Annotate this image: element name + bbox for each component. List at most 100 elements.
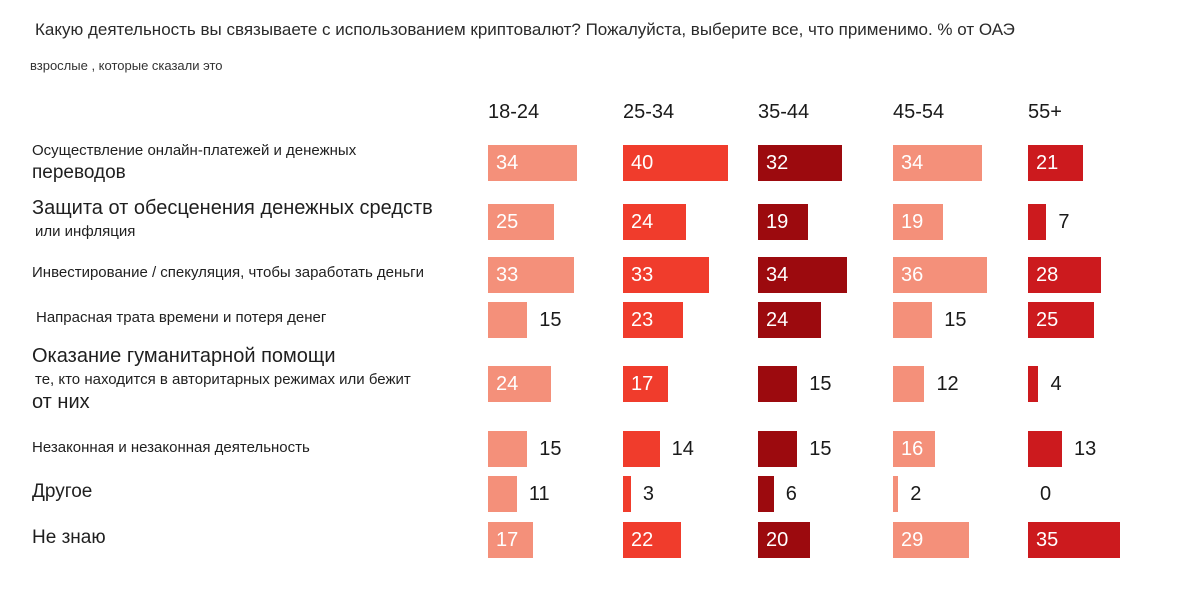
data-bar	[893, 476, 899, 512]
data-label: 6	[785, 483, 797, 505]
row-label-line: Оказание гуманитарной помощи	[32, 345, 336, 367]
row-label-line: Не знаю	[32, 527, 106, 548]
data-label: 24	[766, 309, 789, 331]
data-label: 19	[766, 211, 789, 233]
data-label: 17	[496, 529, 519, 551]
data-label: 34	[496, 152, 519, 174]
row-label: Оказание гуманитарной помощи те, кто нахо…	[32, 345, 411, 414]
data-label: 7	[1058, 211, 1070, 233]
data-bar	[893, 431, 935, 467]
data-bar	[1028, 204, 1047, 240]
data-bar	[758, 476, 774, 512]
data-label: 15	[539, 309, 562, 331]
column-header: 25-34	[623, 101, 675, 123]
data-bar	[893, 257, 988, 293]
data-bar	[623, 145, 728, 181]
data-label: 24	[496, 373, 519, 395]
data-bar	[1028, 522, 1120, 558]
data-label: 15	[944, 309, 967, 331]
data-label: 20	[766, 529, 789, 551]
data-label: 19	[901, 211, 924, 233]
data-label: 40	[631, 152, 654, 174]
chart-title: Какую деятельность вы связываете с испол…	[35, 20, 1015, 39]
data-bar	[758, 145, 842, 181]
column-header: 35-44	[758, 101, 810, 123]
data-bar	[1028, 366, 1039, 402]
data-bar	[623, 476, 631, 512]
row-label: Не знаю	[32, 527, 106, 549]
data-label: 25	[1036, 309, 1059, 331]
data-bar	[488, 145, 578, 181]
data-bar	[893, 204, 943, 240]
column-header: 45-54	[893, 101, 945, 123]
data-label: 35	[1036, 529, 1059, 551]
data-label: 3	[642, 483, 654, 505]
row-label: Осуществление онлайн-платежей и денежных…	[32, 142, 356, 184]
data-bar	[893, 366, 925, 402]
data-label: 25	[496, 211, 519, 233]
data-label: 2	[910, 483, 922, 505]
chart-subtitle: взрослые , которые сказали это	[30, 58, 223, 73]
row-label-line: или инфляция	[35, 223, 136, 240]
data-bar	[488, 522, 533, 558]
data-bar	[623, 204, 686, 240]
data-bar	[623, 522, 681, 558]
data-bar	[893, 522, 969, 558]
row-label: Инвестирование / спекуляция, чтобы зараб…	[32, 264, 424, 281]
data-label: 36	[901, 264, 924, 286]
row-label: Напрасная трата времени и потеря денег	[36, 309, 326, 326]
data-label: 21	[1036, 152, 1059, 174]
data-label: 13	[1074, 438, 1097, 460]
row-label-line: Осуществление онлайн-платежей и денежных	[32, 142, 357, 159]
data-bar	[758, 431, 798, 467]
row-label-line: Другое	[32, 481, 93, 502]
row-label-line: переводов	[32, 162, 126, 184]
data-label: 22	[631, 529, 654, 551]
row-label: Незаконная и незаконная деятельность	[32, 439, 310, 456]
data-bar	[488, 302, 528, 338]
data-label: 34	[766, 264, 789, 286]
row-label-line: Защита от обесценения денежных средств	[32, 197, 433, 219]
data-label: 17	[631, 373, 654, 395]
data-label: 4	[1050, 373, 1062, 395]
data-label: 0	[1040, 483, 1052, 505]
row-label: Защита от обесценения денежных средств ил…	[32, 197, 433, 240]
data-label: 32	[766, 152, 789, 174]
row-label-line: те, кто находится в авторитарных режимах…	[35, 371, 411, 388]
data-bar	[488, 476, 517, 512]
row-label-line: Инвестирование / спекуляция, чтобы зараб…	[32, 264, 424, 281]
data-bar	[488, 204, 554, 240]
data-label: 15	[539, 438, 562, 460]
row-label-line: Незаконная и незаконная деятельность	[32, 439, 310, 456]
data-bar	[1028, 302, 1094, 338]
data-label: 29	[901, 529, 924, 551]
data-bar	[488, 257, 575, 293]
row-label-line: Напрасная трата времени и потеря денег	[36, 309, 327, 326]
data-bar	[1028, 431, 1063, 467]
data-label: 28	[1036, 264, 1059, 286]
data-label: 15	[809, 438, 832, 460]
row-label-line: от них	[32, 391, 90, 414]
data-bar	[758, 302, 821, 338]
data-label: 33	[631, 264, 654, 286]
data-bar	[623, 431, 660, 467]
data-bar	[623, 302, 684, 338]
data-label: 24	[631, 211, 654, 233]
column-header: 55+	[1028, 101, 1062, 123]
data-bar	[1028, 145, 1084, 181]
data-bar	[758, 204, 808, 240]
data-bar	[488, 431, 528, 467]
data-label: 23	[631, 309, 654, 331]
data-label: 34	[901, 152, 924, 174]
data-bar	[758, 522, 811, 558]
data-label: 12	[936, 373, 959, 395]
data-label: 11	[528, 483, 550, 505]
data-label: 14	[671, 438, 694, 460]
data-bar	[758, 257, 848, 293]
data-label: 15	[809, 373, 832, 395]
column-header: 18-24	[488, 101, 540, 123]
data-bar	[623, 366, 668, 402]
data-bar	[893, 145, 983, 181]
data-label: 33	[496, 264, 519, 286]
data-bar	[488, 366, 551, 402]
